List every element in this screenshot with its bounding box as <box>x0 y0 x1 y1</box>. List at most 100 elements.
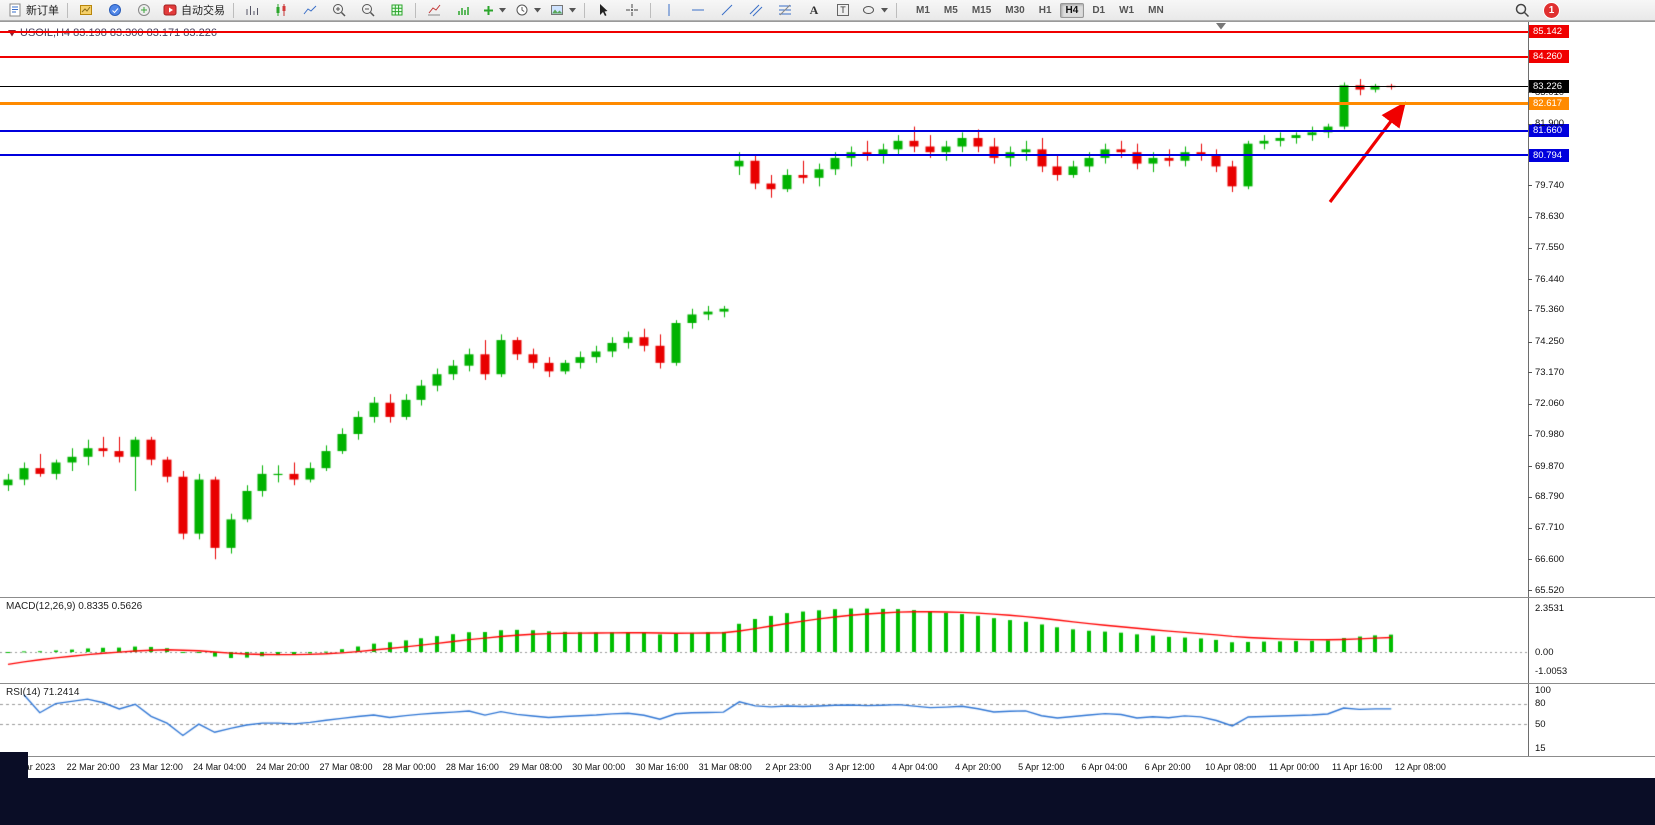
price-axis-tickmark <box>1528 559 1532 561</box>
price-hline[interactable] <box>0 129 1528 132</box>
time-axis-label: 10 Apr 08:00 <box>1205 762 1257 772</box>
autotrading-label: 自动交易 <box>181 5 225 17</box>
add-indicator-button[interactable] <box>478 0 510 20</box>
price-axis-tick: 72.060 <box>1535 398 1565 410</box>
chart-shift-marker-icon[interactable] <box>1216 23 1226 30</box>
cursor-button[interactable] <box>589 0 617 20</box>
price-axis[interactable] <box>1528 22 1655 756</box>
price-axis-tick: 68.790 <box>1535 491 1565 503</box>
timeframe-m1[interactable]: M1 <box>916 4 930 16</box>
rsi-axis-tick: 80 <box>1535 698 1546 710</box>
chevron-down-icon <box>569 7 576 12</box>
autotrading-button[interactable]: 自动交易 <box>159 0 229 20</box>
channel-tool-button[interactable] <box>742 0 770 20</box>
grid-icon <box>391 4 402 16</box>
rsi-canvas[interactable] <box>0 685 1528 756</box>
horizontal-line-tool-button[interactable] <box>684 0 712 20</box>
price-hline[interactable] <box>0 154 1528 157</box>
grid-button[interactable] <box>383 0 411 20</box>
timeframe-w1[interactable]: W1 <box>1119 4 1135 16</box>
text-tool-button[interactable]: A <box>800 0 828 20</box>
label-tool-button[interactable]: T <box>829 0 857 20</box>
time-axis-label: 23 Mar 12:00 <box>129 762 183 772</box>
price-axis-tick: 83.010 <box>1535 86 1565 98</box>
time-axis-label: 11 Apr 16:00 <box>1332 762 1383 772</box>
price-hline[interactable] <box>0 55 1528 58</box>
autotrading-icon <box>163 4 177 16</box>
vertical-line-tool-button[interactable] <box>655 0 683 20</box>
market-watch-button[interactable] <box>101 0 129 20</box>
timeframe-m15[interactable]: M15 <box>971 4 992 16</box>
pane-splitter[interactable] <box>0 597 1655 598</box>
price-axis-tickmark <box>1528 372 1532 374</box>
chart-window-button[interactable] <box>72 0 100 20</box>
template-button[interactable] <box>546 0 580 20</box>
price-chart-canvas[interactable] <box>0 22 1528 597</box>
price-axis-tick: 79.740 <box>1535 179 1565 191</box>
bar-chart-button[interactable] <box>238 0 266 20</box>
ellipse-shape-icon <box>863 6 874 14</box>
indicators-button[interactable] <box>420 0 448 20</box>
time-axis-label: 30 Mar 00:00 <box>572 762 626 772</box>
search-icon <box>1515 3 1529 17</box>
timeframe-m5[interactable]: M5 <box>943 4 958 16</box>
price-axis-tickmark <box>1528 279 1532 281</box>
line-chart-button[interactable] <box>296 0 324 20</box>
timeframe-m30[interactable]: M30 <box>1005 4 1025 16</box>
trendline-icon <box>721 4 732 16</box>
price-axis-badge: 85.142 <box>1529 25 1569 38</box>
toolbar-separator <box>415 2 416 18</box>
price-hline[interactable] <box>0 101 1528 105</box>
time-axis-label: 22 Mar 20:00 <box>66 762 120 772</box>
indicator-list-button[interactable] <box>449 0 477 20</box>
time-axis-label: 4 Apr 04:00 <box>891 762 938 772</box>
price-axis-tickmark <box>1528 434 1532 436</box>
time-axis-label: 30 Mar 16:00 <box>635 762 689 772</box>
fibonacci-tool-button[interactable] <box>771 0 799 20</box>
candlestick-chart-button[interactable] <box>267 0 295 20</box>
time-axis-label: 22 Mar 2023 <box>4 762 56 772</box>
navigator-button[interactable] <box>130 0 158 20</box>
chart-window-icon <box>79 5 92 15</box>
notification-badge[interactable]: 1 <box>1544 2 1559 18</box>
zoom-out-button[interactable] <box>354 0 382 20</box>
period-button[interactable] <box>511 0 545 20</box>
timeframe-mn[interactable]: MN <box>1148 4 1164 16</box>
search-button[interactable] <box>1508 0 1536 20</box>
crosshair-button[interactable] <box>618 0 646 20</box>
price-axis-tickmark <box>1528 341 1532 343</box>
price-axis-tick: 75.360 <box>1535 304 1565 316</box>
macd-canvas[interactable] <box>0 599 1528 683</box>
price-hline[interactable] <box>0 30 1528 33</box>
crosshair-icon <box>625 4 638 16</box>
shapes-tool-button[interactable] <box>858 0 892 20</box>
time-axis-label: 2 Apr 23:00 <box>765 762 812 772</box>
price-axis-tick: 67.710 <box>1535 522 1565 534</box>
trendline-tool-button[interactable] <box>713 0 741 20</box>
bar-chart-icon <box>246 6 258 15</box>
new-order-button[interactable]: 新订单 <box>4 0 63 20</box>
timeframe-h4[interactable]: H4 <box>1059 2 1085 18</box>
price-axis-badge: 84.260 <box>1529 50 1569 64</box>
chart-frame-border <box>0 21 1655 22</box>
symbol-ohlc-text: USOIL,H4 83.198 83.300 83.171 83.226 <box>20 27 217 39</box>
time-axis-label: 4 Apr 20:00 <box>954 762 1002 772</box>
time-axis[interactable]: 22 Mar 2023 22 Mar 20:00 23 Mar 12:00 24 Ma… <box>0 757 1655 778</box>
template-icon <box>551 5 563 15</box>
macd-axis-tick: 0.00 <box>1535 646 1554 658</box>
indicators-icon <box>427 4 440 16</box>
indicator-list-icon <box>457 7 469 15</box>
timeframe-h1[interactable]: H1 <box>1038 4 1052 16</box>
time-axis-label: 28 Mar 16:00 <box>445 762 499 772</box>
price-axis-tick: 76.440 <box>1535 273 1565 285</box>
timeframe-d1[interactable]: D1 <box>1092 4 1106 16</box>
market-watch-icon <box>108 4 121 16</box>
price-hline[interactable] <box>0 85 1528 87</box>
zoom-in-button[interactable] <box>325 0 353 20</box>
toolbar-separator <box>650 2 651 18</box>
price-axis-tick: 65.520 <box>1535 584 1565 596</box>
price-axis-tick: 70.980 <box>1535 429 1565 441</box>
label-tool-icon: T <box>837 4 849 16</box>
pane-splitter[interactable] <box>0 683 1655 684</box>
time-axis-label: 24 Mar 20:00 <box>256 762 310 772</box>
